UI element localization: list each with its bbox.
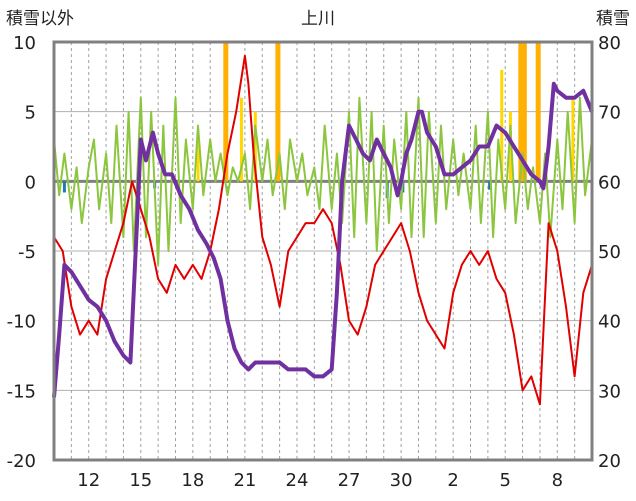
y-right-axis-label: 積雪 [596, 9, 630, 29]
y-left-axis-label: 積雪以外 [6, 9, 74, 29]
x-tick-label: 21 [233, 470, 256, 491]
precip-bar [535, 42, 541, 182]
y-left-tick-label: 0 [25, 172, 36, 193]
precipitation-bars [62, 42, 575, 199]
chart-title: 上川 [301, 9, 335, 29]
x-tick-label: 8 [552, 470, 563, 491]
y-left-tick-label: -5 [18, 242, 36, 263]
x-tick-label: 24 [286, 470, 309, 491]
y-left-tick-label: -10 [7, 312, 36, 333]
precip-bar [275, 42, 281, 182]
wind-line [53, 96, 593, 266]
precip-bar [239, 97, 243, 182]
plot-border [52, 40, 594, 462]
precip-bar [500, 69, 504, 182]
y-right-tick-label: 40 [598, 312, 621, 333]
y-right-tick-label: 70 [598, 103, 621, 124]
y-left-tick-label: 5 [25, 103, 36, 124]
precip-bar [223, 42, 229, 182]
y-right-tick-label: 60 [598, 172, 621, 193]
x-tick-label: 18 [181, 470, 204, 491]
y-right-tick-labels: 80 70 60 50 40 30 20 [598, 33, 621, 472]
y-right-tick-label: 50 [598, 242, 621, 263]
x-tick-label: 30 [390, 470, 413, 491]
precip-bar [518, 42, 524, 182]
y-right-tick-label: 20 [598, 451, 621, 472]
temperature-line [53, 54, 593, 406]
x-tick-labels: 12 15 18 21 24 27 30 2 5 8 [77, 470, 563, 491]
precip-bar [571, 97, 575, 182]
y-left-tick-label: -15 [7, 381, 36, 402]
plot-frame [52, 40, 594, 462]
series-lines [52, 54, 594, 406]
y-right-tick-label: 30 [598, 381, 621, 402]
y-right-tick-label: 80 [598, 33, 621, 54]
y-left-tick-labels: 10 5 0 -5 -10 -15 -20 [7, 33, 36, 472]
precip-bar [488, 181, 492, 190]
precip-bar [253, 111, 257, 182]
precip-bar [196, 139, 200, 182]
x-tick-label: 5 [499, 470, 510, 491]
precip-bar [508, 111, 512, 182]
y-left-tick-label: 10 [13, 33, 36, 54]
x-tick-label: 12 [77, 470, 100, 491]
x-tick-label: 15 [129, 470, 152, 491]
y-left-tick-label: -20 [7, 451, 36, 472]
precip-bar [62, 181, 66, 193]
x-tick-label: 2 [447, 470, 458, 491]
snow_depth-line [52, 81, 594, 398]
precip-bar [521, 42, 527, 182]
x-tick-label: 27 [338, 470, 361, 491]
